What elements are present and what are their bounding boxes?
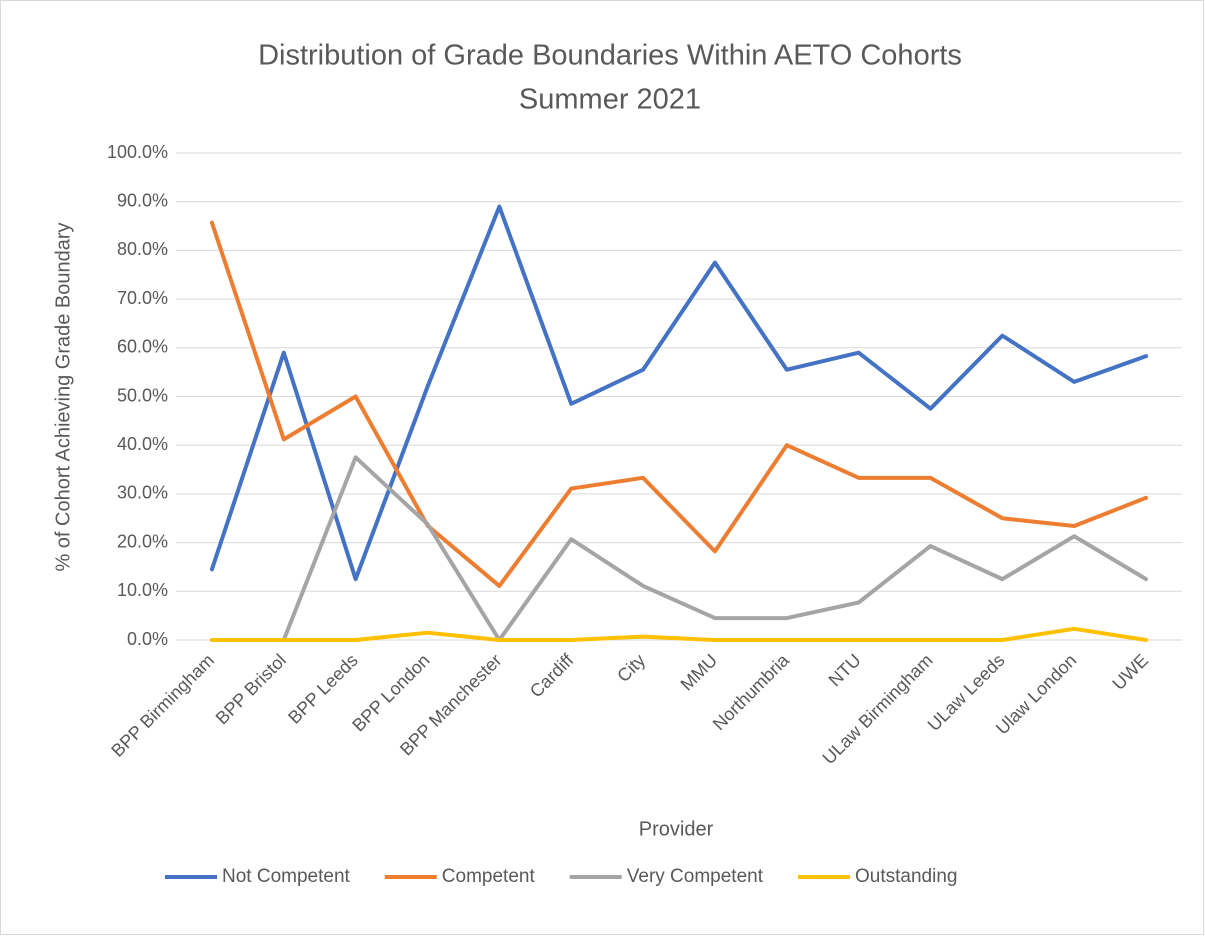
y-tick-label: 30.0% <box>117 483 168 503</box>
series-line <box>209 455 1149 642</box>
legend-label: Not Competent <box>222 866 351 887</box>
series-line <box>209 220 1149 588</box>
chart-title: Distribution of Grade Boundaries Within … <box>258 40 962 72</box>
y-tick-label: 70.0% <box>117 288 168 308</box>
y-tick-label: 0.0% <box>127 629 168 649</box>
y-tick-label: 10.0% <box>117 580 168 600</box>
y-tick-label: 60.0% <box>117 337 168 357</box>
legend-label: Competent <box>442 866 536 887</box>
series-line <box>209 204 1149 582</box>
y-axis-title: % of Cohort Achieving Grade Boundary <box>52 222 74 571</box>
y-tick-label: 90.0% <box>117 190 168 210</box>
series-line <box>209 626 1149 642</box>
y-tick-label: 20.0% <box>117 531 168 551</box>
y-tick-label: 80.0% <box>117 239 168 259</box>
y-tick-label: 50.0% <box>117 385 168 405</box>
chart-subtitle: Summer 2021 <box>519 84 701 116</box>
y-tick-label: 40.0% <box>117 434 168 454</box>
legend-label: Outstanding <box>855 866 957 887</box>
legend-label: Very Competent <box>627 866 764 887</box>
y-tick-label: 100.0% <box>107 142 168 162</box>
x-axis-title: Provider <box>639 818 714 840</box>
